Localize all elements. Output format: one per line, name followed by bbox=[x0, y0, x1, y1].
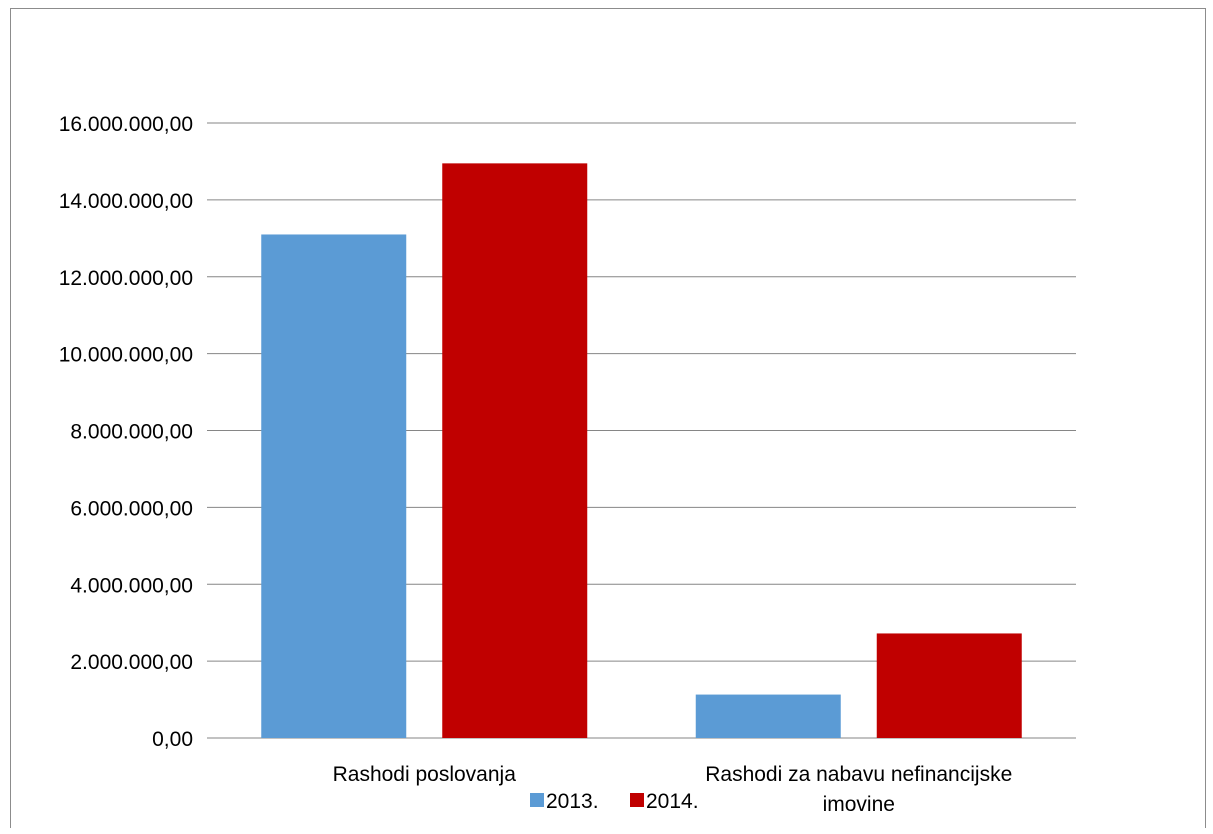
y-tick-label: 0,00 bbox=[152, 728, 193, 751]
y-tick-label: 14.000.000,00 bbox=[59, 190, 193, 213]
y-tick-label: 6.000.000,00 bbox=[70, 497, 193, 520]
y-tick-label: 2.000.000,00 bbox=[70, 651, 193, 674]
y-tick-label: 12.000.000,00 bbox=[59, 267, 193, 290]
y-axis-tick-labels: 0,00 2.000.000,00 4.000.000,00 6.000.000,00… bbox=[59, 113, 193, 751]
legend-swatch bbox=[530, 793, 544, 807]
y-tick-label: 8.000.000,00 bbox=[70, 421, 193, 444]
y-tick-label: 4.000.000,00 bbox=[70, 574, 193, 597]
bar-2013-0 bbox=[261, 234, 407, 738]
y-tick-label: 16.000.000,00 bbox=[59, 113, 193, 136]
x-tick-label: Rashodi za nabavu nefinancijske bbox=[705, 763, 1012, 786]
x-tick-label: Rashodi poslovanja bbox=[333, 763, 517, 786]
x-tick-label: imovine bbox=[823, 793, 895, 816]
bar-chart: 0,00 2.000.000,00 4.000.000,00 6.000.000,00… bbox=[59, 113, 1076, 816]
bar-2013-1 bbox=[695, 694, 841, 738]
legend-swatch bbox=[630, 793, 644, 807]
legend: 2013. 2014. bbox=[530, 790, 699, 813]
bar-2014-1 bbox=[876, 633, 1022, 738]
legend-label: 2013. bbox=[546, 790, 599, 813]
y-tick-label: 10.000.000,00 bbox=[59, 344, 193, 367]
bars bbox=[261, 163, 1022, 738]
chart-frame: 0,00 2.000.000,00 4.000.000,00 6.000.000,00… bbox=[10, 8, 1206, 828]
bar-2014-0 bbox=[442, 163, 588, 738]
legend-label: 2014. bbox=[646, 790, 699, 813]
x-axis-category-labels: Rashodi poslovanja Rashodi za nabavu nefi… bbox=[333, 763, 1013, 816]
